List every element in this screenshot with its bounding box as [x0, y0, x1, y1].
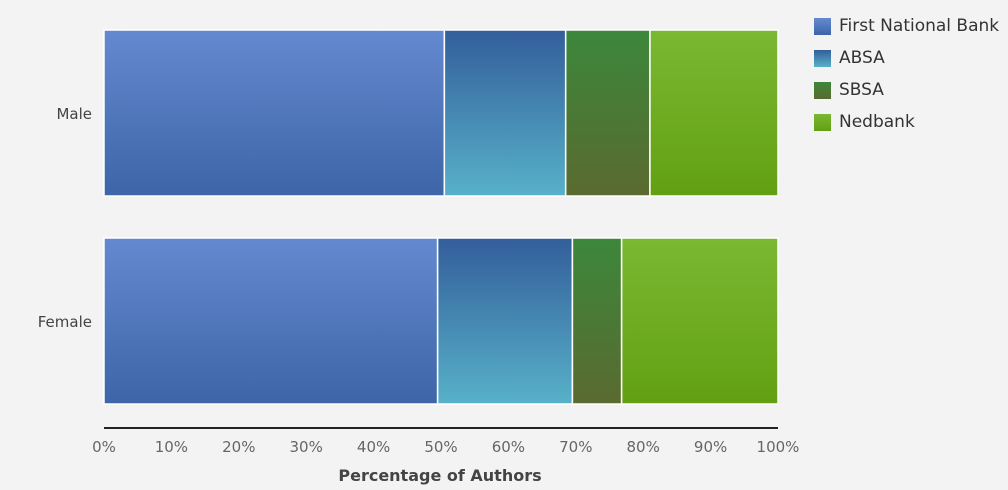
legend-swatch	[814, 49, 831, 67]
bar-female-first-national-bank[interactable]	[103, 237, 439, 405]
bar-female-nedbank[interactable]	[620, 237, 779, 405]
chart-legend: First National Bank ABSA SBSA Nedbank	[814, 10, 999, 138]
x-tick-label: 10%	[155, 438, 188, 456]
x-tick-label: 100%	[757, 438, 800, 456]
x-tick-label: 90%	[694, 438, 727, 456]
x-axis-title: Percentage of Authors	[338, 466, 541, 485]
bar-male-sbsa[interactable]	[564, 29, 651, 197]
category-label-female: Female	[38, 313, 92, 331]
y-axis-categories: Male Female	[38, 105, 92, 331]
category-label-male: Male	[56, 105, 92, 123]
bars-layer	[103, 29, 779, 405]
bar-female-absa[interactable]	[436, 237, 574, 405]
legend-swatch	[814, 113, 831, 131]
legend-item-nedbank[interactable]: Nedbank	[814, 106, 999, 138]
x-tick-label: 0%	[92, 438, 116, 456]
legend-label: Nedbank	[839, 112, 915, 132]
x-tick-label: 70%	[559, 438, 592, 456]
x-tick-label: 30%	[290, 438, 323, 456]
legend-label: ABSA	[839, 48, 885, 68]
x-tick-label: 50%	[424, 438, 457, 456]
bar-male-nedbank[interactable]	[649, 29, 779, 197]
legend-item-absa[interactable]: ABSA	[814, 42, 999, 74]
legend-swatch	[814, 17, 831, 35]
bar-male-absa[interactable]	[443, 29, 567, 197]
legend-item-sbsa[interactable]: SBSA	[814, 74, 999, 106]
legend-swatch	[814, 81, 831, 99]
bar-male-first-national-bank[interactable]	[103, 29, 446, 197]
bar-female-sbsa[interactable]	[571, 237, 623, 405]
x-axis: 0% 10% 20% 30% 40% 50% 60% 70% 80% 90% 100%	[92, 427, 800, 456]
legend-label: SBSA	[839, 80, 884, 100]
x-tick-label: 20%	[222, 438, 255, 456]
legend-item-first-national-bank[interactable]: First National Bank	[814, 10, 999, 42]
x-tick-label: 60%	[492, 438, 525, 456]
x-tick-label: 40%	[357, 438, 390, 456]
legend-label: First National Bank	[839, 16, 1000, 36]
x-tick-label: 80%	[627, 438, 660, 456]
